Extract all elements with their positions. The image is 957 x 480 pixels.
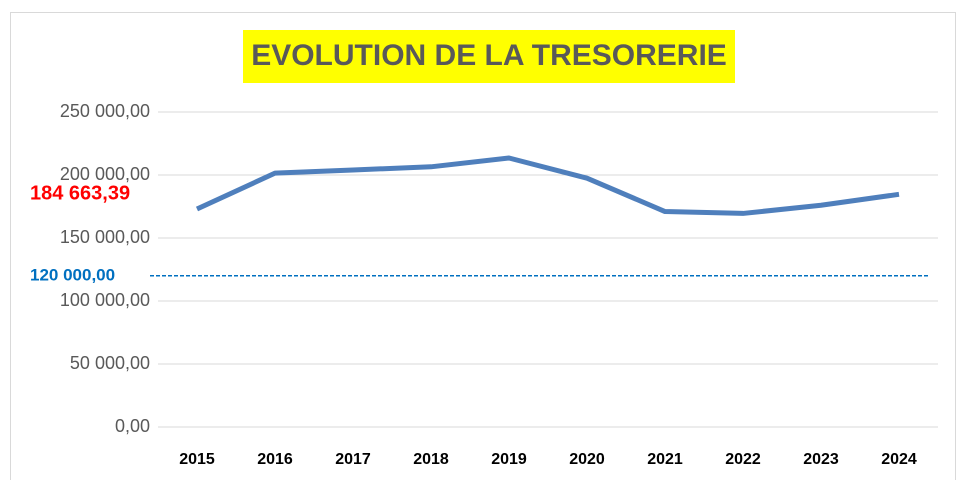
y-tick-label: 250 000,00 [60,101,150,121]
y-tick-label: 50 000,00 [70,353,150,373]
x-tick-label: 2022 [725,451,761,468]
chart-title: EVOLUTION DE LA TRESORERIE [251,39,727,72]
x-tick-label: 2021 [647,451,683,468]
x-tick-label: 2024 [881,451,917,468]
chart-border [10,12,956,480]
series-line [195,155,900,216]
value-label: 184 663,39 [30,183,130,205]
x-tick-label: 2020 [569,451,605,468]
x-tick-label: 2017 [335,451,371,468]
y-tick-label: 150 000,00 [60,227,150,247]
title-background [243,30,735,83]
x-tick-label: 2019 [491,451,527,468]
x-tick-label: 2015 [179,451,215,468]
x-tick-label: 2018 [413,451,449,468]
y-tick-label: 0,00 [115,416,150,436]
x-tick-label: 2023 [803,451,839,468]
reference-label: 120 000,00 [30,265,115,284]
y-tick-label: 200 000,00 [60,164,150,184]
y-tick-label: 100 000,00 [60,290,150,310]
x-tick-label: 2016 [257,451,293,468]
